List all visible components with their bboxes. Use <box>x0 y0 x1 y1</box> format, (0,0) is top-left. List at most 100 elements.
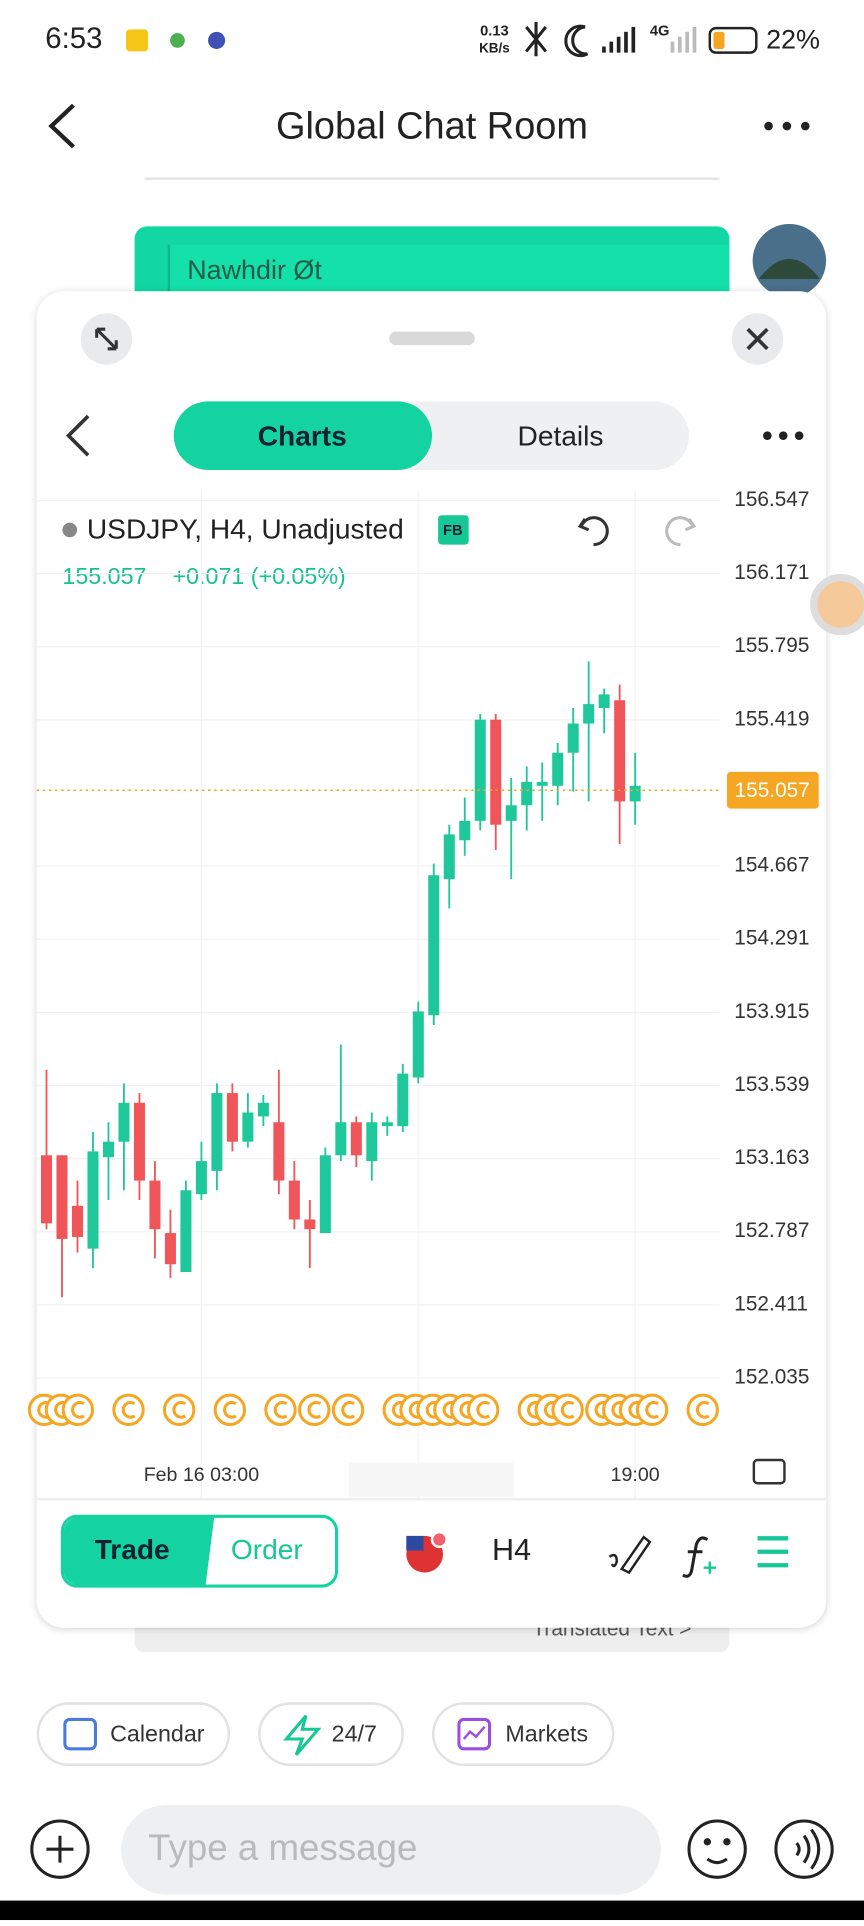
timeframe[interactable]: H4 <box>492 1533 531 1567</box>
indicator-button[interactable] <box>682 1536 709 1578</box>
message-input[interactable] <box>121 1805 661 1895</box>
header-title: Global Chat Room <box>276 106 588 148</box>
event-marker-icon <box>71 1400 85 1419</box>
floating-button[interactable] <box>810 573 864 636</box>
candle-body <box>242 1112 254 1142</box>
redo-button[interactable] <box>665 516 697 547</box>
quick-action-label: Calendar <box>110 1720 205 1746</box>
status-time: 6:53 <box>45 22 102 55</box>
moon-icon <box>564 24 589 58</box>
candle-body <box>490 719 502 825</box>
signal-icon <box>602 26 636 53</box>
event-marker-icon <box>121 1400 136 1419</box>
candle-body <box>118 1102 130 1142</box>
event-marker <box>551 1393 584 1427</box>
emoji-button[interactable] <box>687 1819 747 1879</box>
candle-body <box>443 834 455 880</box>
event-marker <box>264 1393 297 1427</box>
candle-body <box>273 1122 285 1181</box>
event-marker <box>466 1393 500 1427</box>
order-button[interactable]: Order <box>231 1534 303 1565</box>
candle-body <box>536 781 548 786</box>
candle-body <box>397 1073 409 1127</box>
event-marker <box>61 1393 95 1427</box>
last-price-label: 155.057 <box>735 779 810 802</box>
candle-body <box>505 805 517 821</box>
candle-body <box>614 700 626 802</box>
event-marker <box>686 1393 719 1427</box>
event-marker-icon <box>695 1400 710 1419</box>
candle-body <box>180 1190 192 1272</box>
flag-canton <box>406 1535 424 1551</box>
menu-button[interactable] <box>757 1536 789 1568</box>
candle-body <box>583 704 595 724</box>
quick-action-label: 24/7 <box>332 1720 377 1746</box>
chart-back-button[interactable] <box>65 414 90 457</box>
candle-body <box>335 1122 347 1156</box>
candle-body <box>552 752 564 786</box>
chart-more-button[interactable] <box>763 431 804 440</box>
event-marker <box>331 1393 365 1427</box>
input-placeholder: Type a message <box>148 1827 417 1868</box>
candle-body <box>211 1093 223 1171</box>
candle-body <box>319 1155 331 1234</box>
candle-body <box>56 1155 68 1239</box>
candle-body <box>288 1180 300 1220</box>
event-marker <box>298 1393 331 1427</box>
tab[interactable]: Charts <box>258 421 347 452</box>
battery-text: 22% <box>766 25 820 55</box>
flag-dot <box>430 1530 448 1549</box>
close-icon <box>746 327 769 351</box>
event-marker-icon <box>476 1400 491 1419</box>
candle-body <box>195 1161 207 1195</box>
bluetooth-icon <box>525 22 548 57</box>
y-tick-label: 156.171 <box>734 561 809 584</box>
candle-body <box>629 785 641 802</box>
candle-body <box>133 1102 145 1181</box>
candle-body <box>366 1122 378 1162</box>
candle-body <box>521 781 533 806</box>
event-marker <box>635 1393 669 1427</box>
tab[interactable]: Details <box>518 421 604 452</box>
candle-body <box>350 1122 362 1156</box>
drag-handle[interactable] <box>389 331 475 346</box>
undo-button[interactable] <box>577 516 609 547</box>
fullscreen-button[interactable] <box>752 1458 786 1485</box>
candle-body <box>428 875 440 1016</box>
draw-button[interactable] <box>608 1535 652 1575</box>
status-icon <box>170 33 185 48</box>
scroll-handle[interactable] <box>348 1462 514 1497</box>
trade-button[interactable]: Trade <box>95 1534 170 1565</box>
badge-bg <box>438 515 469 545</box>
y-tick-label: 156.547 <box>734 488 809 511</box>
event-marker-icon <box>273 1400 288 1419</box>
candle-body <box>412 1011 424 1078</box>
tab-active[interactable] <box>173 401 433 470</box>
y-tick-label: 152.411 <box>734 1292 808 1315</box>
event-marker-icon <box>645 1400 660 1419</box>
avatar-detail <box>758 258 820 280</box>
battery-icon <box>708 26 758 54</box>
battery-level <box>713 31 725 49</box>
event-marker-icon <box>172 1400 187 1419</box>
quick-action[interactable] <box>258 1702 404 1766</box>
add-button[interactable] <box>30 1819 90 1879</box>
status-icon <box>126 29 149 52</box>
voice-icon <box>795 1828 821 1870</box>
y-tick-label: 152.035 <box>734 1365 809 1388</box>
candle-body <box>459 820 471 841</box>
more-button[interactable] <box>764 121 810 131</box>
back-button[interactable] <box>48 103 75 149</box>
symbol: USDJPY, H4, Unadjusted <box>87 514 404 545</box>
y-tick-label: 153.163 <box>734 1146 809 1169</box>
y-tick-label: 153.539 <box>734 1073 809 1096</box>
expand-icon <box>95 327 118 351</box>
status-icon <box>208 31 226 49</box>
event-marker-icon <box>223 1400 237 1419</box>
network-type: 4G <box>650 24 670 40</box>
voice-button[interactable] <box>774 1819 834 1879</box>
trade-active[interactable] <box>63 1517 215 1585</box>
price: 155.057 <box>62 563 146 589</box>
candle-body <box>102 1141 114 1158</box>
